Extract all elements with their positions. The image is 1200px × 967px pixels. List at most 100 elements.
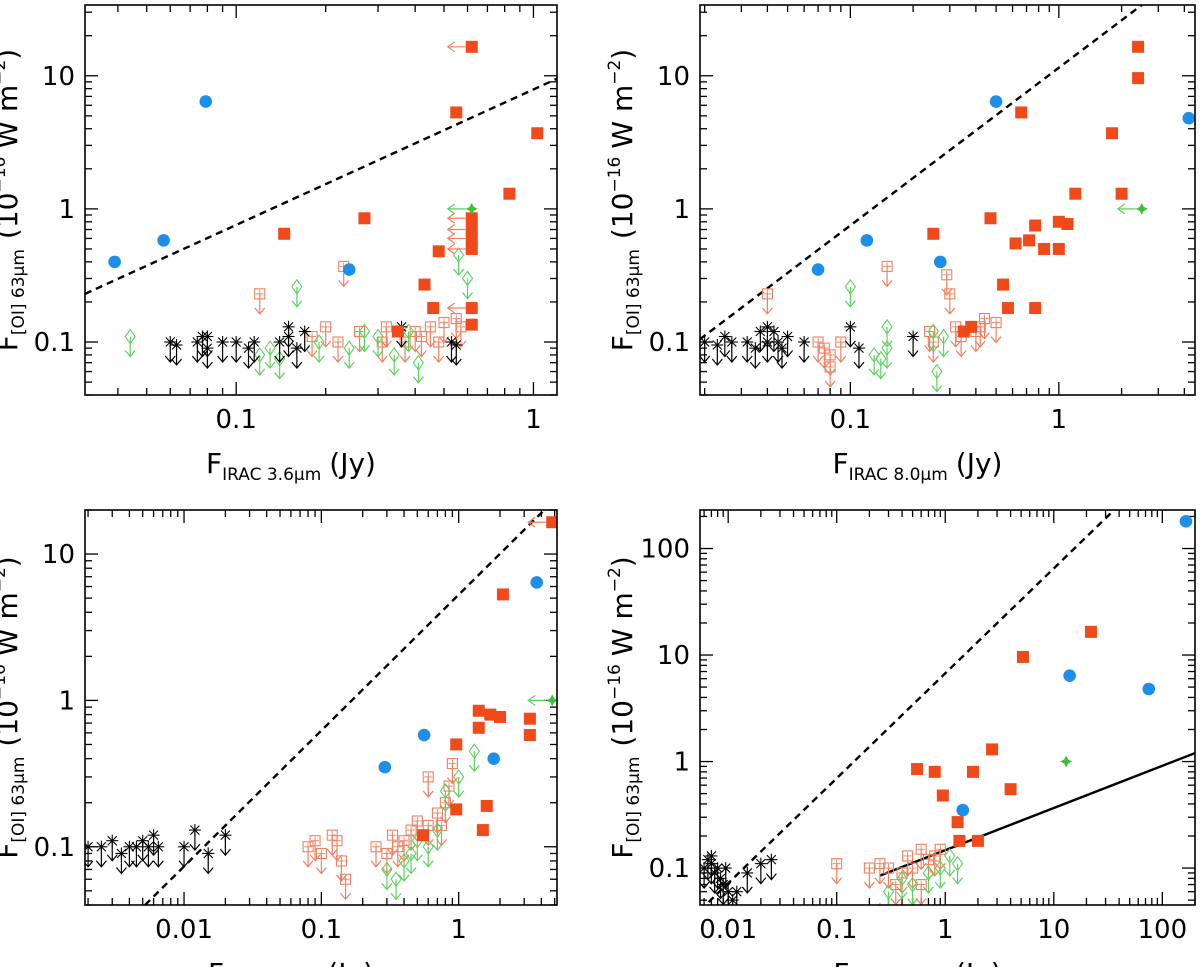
class0-source-marker bbox=[465, 318, 478, 331]
class0-source-marker bbox=[427, 302, 440, 315]
limit-arrow-head bbox=[439, 804, 451, 813]
open-diamond-marker bbox=[931, 363, 943, 380]
limit-arrow-head bbox=[230, 355, 242, 363]
asterisk-marker bbox=[282, 320, 295, 333]
class0-source-marker bbox=[1016, 650, 1029, 663]
limit-arrow-head bbox=[990, 336, 1002, 344]
asterisk-stroke bbox=[700, 863, 709, 873]
limit-arrow-head bbox=[450, 358, 462, 366]
class2-upper-limit bbox=[718, 330, 731, 358]
limit-arrow-head bbox=[812, 355, 824, 363]
class2-upper-limit bbox=[725, 336, 738, 363]
limit-arrow-head bbox=[299, 345, 311, 353]
y-tick-label: 0.1 bbox=[34, 833, 75, 863]
x-limit-arrow-head bbox=[446, 203, 456, 215]
class0-upper-limit bbox=[339, 873, 352, 901]
open-square-marker bbox=[915, 843, 927, 855]
open-diamond-marker bbox=[431, 822, 444, 839]
limit-arrow-head bbox=[411, 854, 423, 862]
class0-source-marker bbox=[496, 588, 509, 601]
open-diamond-marker bbox=[944, 847, 956, 864]
limit-arrow-head bbox=[768, 345, 780, 353]
asterisk-stroke bbox=[762, 337, 773, 347]
open-diamond-marker bbox=[343, 340, 355, 357]
class1-source-marker bbox=[1142, 682, 1156, 696]
open-square-marker bbox=[398, 835, 410, 847]
y-axis-label-exp: −16 bbox=[605, 157, 625, 193]
open-square-marker bbox=[902, 850, 914, 862]
asterisk-marker bbox=[115, 847, 128, 860]
open-square-marker bbox=[331, 835, 343, 847]
flat-upper-limit bbox=[881, 340, 893, 370]
asterisk-marker bbox=[749, 342, 762, 355]
class0-source-marker bbox=[476, 824, 489, 837]
class1-source-marker bbox=[157, 234, 170, 247]
class0-source-marker bbox=[971, 834, 984, 847]
open-square-marker bbox=[431, 807, 443, 819]
flat-upper-limit bbox=[358, 323, 371, 353]
asterisk-stroke bbox=[153, 841, 164, 852]
limit-arrow-head bbox=[130, 860, 142, 868]
flat-upper-limit bbox=[881, 318, 893, 348]
asterisk-stroke bbox=[124, 841, 135, 852]
open-square-marker bbox=[415, 330, 428, 343]
class0-source-marker bbox=[1069, 187, 1082, 200]
open-square-marker bbox=[944, 288, 956, 300]
class1-source-marker bbox=[417, 728, 431, 742]
limit-arrow-head bbox=[453, 790, 465, 798]
y-axis-label-exp: −16 bbox=[0, 157, 10, 193]
limit-arrow-head bbox=[392, 860, 404, 868]
class0-source-marker bbox=[450, 106, 463, 119]
limit-arrow-head bbox=[431, 843, 443, 852]
limit-arrow-head bbox=[164, 355, 176, 363]
class0-source-marker bbox=[480, 799, 493, 812]
class0-upper-limit bbox=[863, 862, 875, 890]
asterisk-stroke bbox=[202, 331, 213, 342]
class2-upper-limit bbox=[216, 336, 229, 363]
class2-upper-limit bbox=[852, 342, 865, 370]
asterisk-stroke bbox=[742, 337, 753, 347]
flat-upper-limit bbox=[944, 847, 956, 877]
x-axis-label-unit: (Jy) bbox=[955, 957, 1002, 967]
asterisk-stroke bbox=[762, 321, 773, 332]
class1-source-marker bbox=[933, 255, 947, 269]
open-square-marker bbox=[405, 824, 417, 836]
x-tick-label: 100 bbox=[1138, 915, 1188, 945]
limit-arrow-head bbox=[152, 860, 164, 868]
open-diamond-marker bbox=[452, 247, 465, 264]
limit-arrow-head bbox=[274, 372, 286, 380]
limit-arrow-head bbox=[422, 838, 434, 847]
class0-source-marker bbox=[546, 516, 557, 529]
class0-source-marker bbox=[928, 765, 941, 778]
class0-source-marker bbox=[418, 278, 431, 291]
class0-upper-limit bbox=[370, 841, 382, 868]
class0-upper-limit bbox=[944, 288, 956, 315]
limit-arrow-head bbox=[171, 358, 183, 366]
class2-upper-limit bbox=[201, 342, 214, 370]
limit-arrow-head bbox=[335, 874, 347, 882]
flat-upper-limit bbox=[452, 247, 465, 276]
class1-source-marker bbox=[811, 263, 825, 276]
class0-source-marker bbox=[472, 721, 485, 734]
limit-arrow-head bbox=[398, 854, 410, 862]
limit-arrow-head bbox=[970, 345, 982, 353]
class2-upper-limit bbox=[754, 857, 767, 885]
limit-arrow-head bbox=[248, 355, 260, 363]
asterisk-stroke bbox=[107, 835, 118, 846]
asterisk-stroke bbox=[299, 326, 310, 337]
open-square-marker bbox=[302, 841, 314, 853]
class0-upper-limit bbox=[315, 847, 327, 875]
flat-upper-limit bbox=[934, 860, 946, 890]
x-axis-label: FIRAC 3.6μm (Jy) bbox=[206, 447, 376, 485]
class2-upper-limit bbox=[85, 840, 95, 868]
limit-arrow-head bbox=[399, 355, 411, 363]
y-axis-label-main: F bbox=[606, 843, 639, 859]
class0-source-marker bbox=[472, 704, 485, 717]
limit-arrow-head bbox=[863, 881, 875, 890]
asterisk-stroke bbox=[712, 340, 723, 350]
limit-arrow-head bbox=[390, 892, 402, 901]
limit-arrow-head bbox=[915, 862, 927, 871]
limit-arrow-head bbox=[927, 355, 939, 363]
